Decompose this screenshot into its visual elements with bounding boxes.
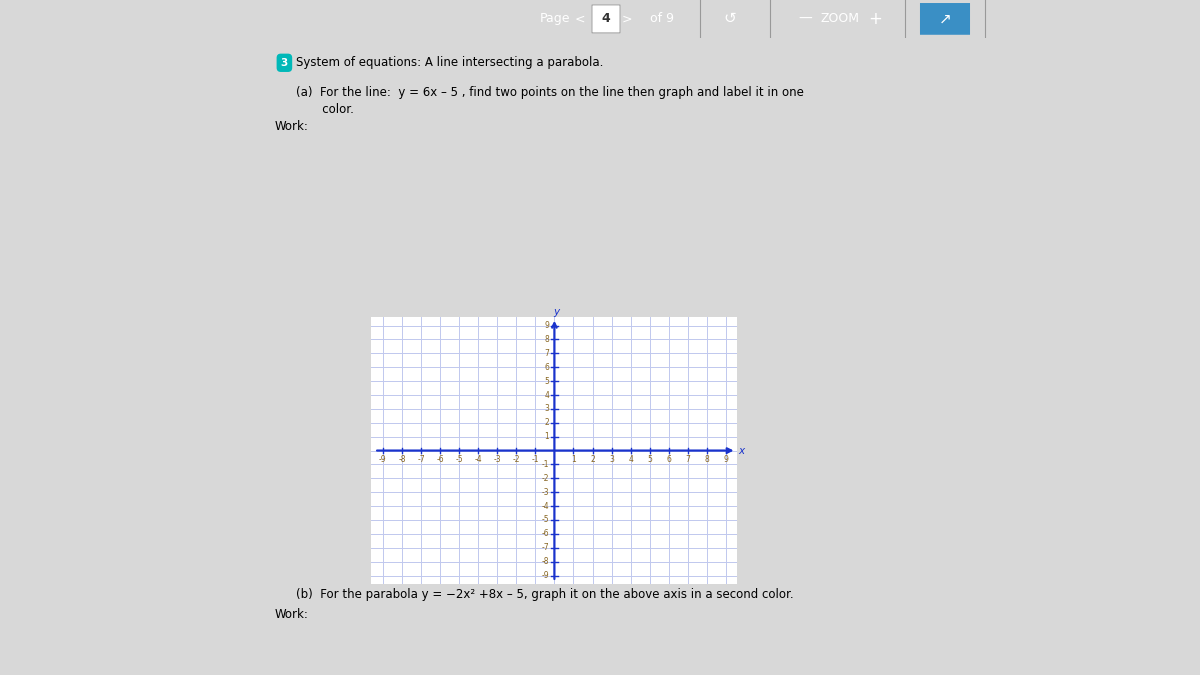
Text: -2: -2 (541, 474, 550, 483)
Text: 1: 1 (571, 456, 576, 464)
Text: -9: -9 (541, 571, 550, 580)
Text: -9: -9 (379, 456, 386, 464)
Text: -3: -3 (541, 488, 550, 497)
Text: 6: 6 (544, 362, 550, 372)
Text: (a)  For the line:  y = 6x – 5 , find two points on the line then graph and labe: (a) For the line: y = 6x – 5 , find two … (296, 86, 804, 99)
Text: 1: 1 (545, 432, 550, 441)
Text: +: + (868, 10, 882, 28)
Text: 2: 2 (545, 418, 550, 427)
Text: 5: 5 (544, 377, 550, 385)
Text: 5: 5 (647, 456, 652, 464)
Text: ↺: ↺ (724, 11, 737, 26)
Text: —: — (798, 12, 812, 26)
Text: -4: -4 (541, 502, 550, 510)
Text: -7: -7 (418, 456, 425, 464)
Text: -1: -1 (541, 460, 550, 469)
Text: -5: -5 (455, 456, 463, 464)
Text: Work:: Work: (275, 119, 308, 133)
Text: 3: 3 (610, 456, 614, 464)
Text: 4: 4 (629, 456, 634, 464)
Text: y: y (553, 307, 559, 317)
Text: -7: -7 (541, 543, 550, 552)
Text: 8: 8 (704, 456, 709, 464)
Text: 3: 3 (544, 404, 550, 413)
Text: >: > (622, 12, 632, 26)
Text: 3: 3 (281, 58, 288, 68)
Text: Work:: Work: (275, 608, 308, 621)
Text: System of equations: A line intersecting a parabola.: System of equations: A line intersecting… (296, 56, 604, 70)
Text: -1: -1 (532, 456, 539, 464)
Text: -8: -8 (541, 557, 550, 566)
Text: <: < (575, 12, 586, 26)
Text: x: x (738, 446, 744, 456)
Text: Page: Page (540, 12, 570, 26)
Text: of 9: of 9 (650, 12, 674, 26)
Text: ZOOM: ZOOM (821, 12, 859, 26)
FancyBboxPatch shape (592, 5, 620, 33)
FancyBboxPatch shape (920, 3, 970, 35)
Text: 9: 9 (724, 456, 728, 464)
Text: 4: 4 (601, 12, 611, 26)
Text: -5: -5 (541, 516, 550, 524)
Text: 2: 2 (590, 456, 595, 464)
Text: (b)  For the parabola y = −2x² +8x – 5, graph it on the above axis in a second c: (b) For the parabola y = −2x² +8x – 5, g… (296, 588, 794, 601)
Text: -4: -4 (474, 456, 482, 464)
Text: 7: 7 (685, 456, 690, 464)
Text: 8: 8 (545, 335, 550, 344)
Text: -6: -6 (437, 456, 444, 464)
Text: 7: 7 (544, 349, 550, 358)
Text: ↗: ↗ (938, 11, 952, 26)
Text: 6: 6 (666, 456, 671, 464)
Text: color.: color. (296, 103, 354, 116)
Text: -2: -2 (512, 456, 520, 464)
Text: -8: -8 (398, 456, 406, 464)
Text: -6: -6 (541, 529, 550, 539)
Text: 4: 4 (544, 391, 550, 400)
Text: 9: 9 (544, 321, 550, 330)
Text: -3: -3 (493, 456, 502, 464)
